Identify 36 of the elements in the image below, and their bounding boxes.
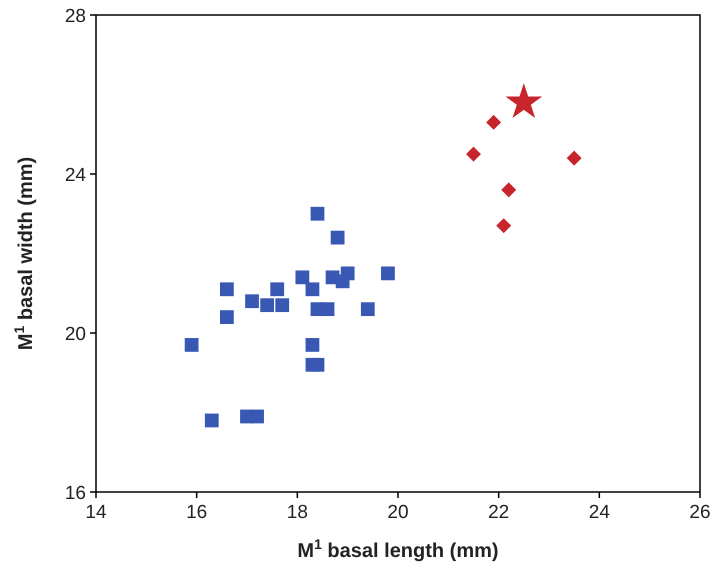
point [466, 146, 481, 162]
point [220, 310, 234, 324]
x-tick-label: 18 [286, 502, 308, 523]
point [270, 282, 284, 296]
point [381, 266, 395, 280]
point [360, 302, 375, 316]
point [275, 298, 290, 312]
point [566, 150, 582, 166]
point [184, 338, 199, 352]
point [336, 274, 350, 288]
y-tick-label: 28 [64, 6, 86, 27]
x-tick-label: 22 [488, 502, 510, 523]
x-tick-label: 20 [387, 502, 409, 523]
point [501, 182, 516, 198]
point [220, 282, 234, 296]
x-tick-label: 24 [588, 502, 610, 523]
y-tick-label: 20 [64, 324, 86, 345]
x-tick-label: 16 [186, 502, 208, 523]
x-tick-label: 14 [85, 502, 107, 523]
point [295, 270, 310, 284]
x-axis-title: M$^{1}$ basal length (mm) [297, 536, 499, 562]
point [306, 338, 320, 352]
point [330, 230, 344, 244]
point [320, 302, 334, 316]
x-tick-label: 26 [689, 502, 711, 523]
point [260, 298, 274, 312]
point [486, 114, 502, 130]
point [310, 358, 324, 372]
point [310, 206, 324, 221]
point [245, 294, 259, 308]
point [496, 218, 512, 234]
y-tick-label: 16 [64, 483, 86, 504]
point [204, 414, 219, 428]
point [306, 282, 320, 296]
y-tick-label: 24 [64, 165, 86, 186]
point [250, 410, 264, 424]
